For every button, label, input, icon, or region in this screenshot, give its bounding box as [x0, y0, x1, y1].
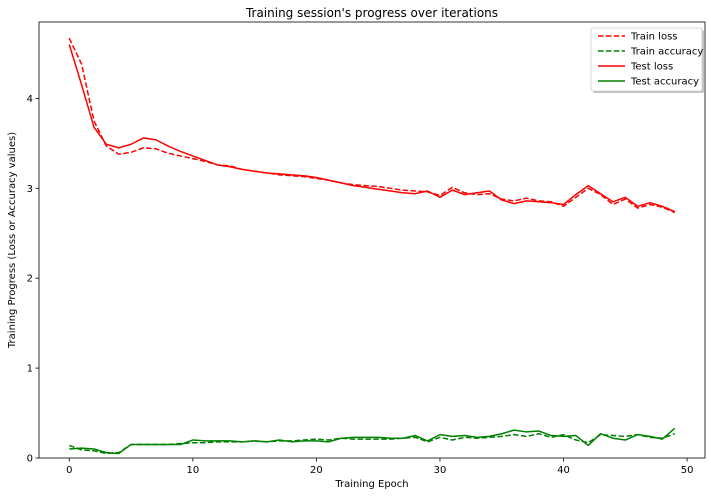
series-line-4	[69, 427, 676, 455]
y-tick-label: 0	[27, 454, 33, 465]
legend-box	[590, 27, 703, 92]
legend-label-1: Train loss	[630, 32, 678, 43]
legend: Train loss Train accuracy Test loss Test ac…	[590, 27, 704, 93]
x-tick-label: 50	[681, 465, 694, 476]
x-axis-ticks: 0 10 20 30 40 50	[66, 458, 693, 476]
legend-label-4: Test accuracy	[630, 77, 699, 88]
legend-label-2: Train accuracy	[630, 47, 703, 58]
y-axis-ticks: 0 1 2 3 4	[27, 94, 39, 465]
x-tick-label: 0	[66, 465, 72, 476]
series-layer	[68, 37, 676, 455]
chart-title: Training session's progress over iterati…	[245, 6, 498, 20]
series-line-3	[68, 44, 676, 213]
legend-items: Train loss Train accuracy Test loss Test ac…	[598, 32, 703, 88]
legend-label-3: Test loss	[630, 62, 673, 73]
x-tick-label: 20	[310, 465, 323, 476]
plot-area	[38, 21, 706, 459]
x-axis-label: Training Epoch	[334, 479, 408, 490]
y-tick-label: 1	[27, 364, 33, 375]
y-tick-label: 3	[27, 184, 33, 195]
x-tick-label: 40	[557, 465, 570, 476]
y-axis-label: Training Progress (Loss or Accuracy valu…	[7, 132, 18, 349]
y-tick-label: 2	[27, 274, 33, 285]
series-line-1	[68, 37, 676, 214]
x-tick-label: 10	[186, 465, 199, 476]
y-tick-label: 4	[27, 94, 33, 105]
x-tick-label: 30	[434, 465, 447, 476]
